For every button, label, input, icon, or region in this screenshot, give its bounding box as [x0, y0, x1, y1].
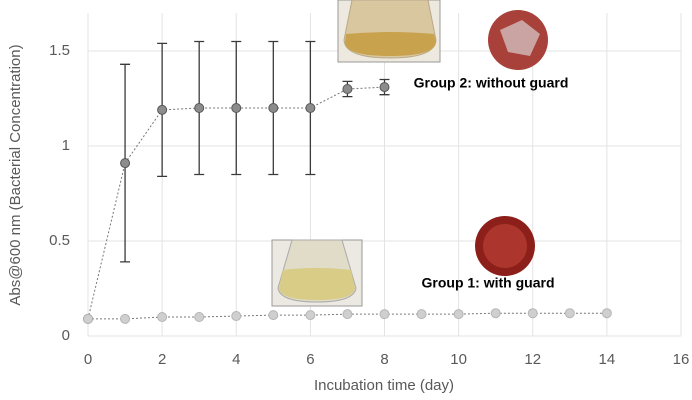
data-point	[157, 104, 168, 115]
y-tick-label: 1	[62, 137, 70, 154]
data-point	[268, 103, 279, 113]
photos	[271, 0, 548, 307]
series-line	[88, 312, 607, 320]
data-point	[379, 82, 390, 93]
data-point	[268, 310, 279, 321]
data-point	[120, 158, 131, 169]
x-tick-label: 10	[450, 351, 467, 368]
y-axis-title: Abs@600 nm (Bacterial Concentration)	[7, 44, 24, 305]
data-point	[305, 310, 316, 321]
data-point	[231, 103, 242, 113]
flask-liquid	[345, 32, 436, 56]
petri-agar	[483, 224, 527, 268]
x-tick-label: 14	[599, 351, 616, 368]
x-tick-label: 2	[158, 351, 166, 368]
data-point	[342, 84, 353, 94]
x-tick-label: 6	[306, 351, 314, 368]
annotation: Group 2: without guard	[414, 75, 569, 91]
annotation: Group 1: with guard	[422, 275, 555, 291]
data-point	[194, 312, 205, 322]
data-point	[83, 313, 93, 324]
x-axis-title: Incubation time (day)	[314, 377, 454, 394]
colony	[500, 20, 540, 56]
data-point	[194, 103, 205, 113]
x-tick-label: 0	[84, 351, 92, 368]
data-point	[527, 308, 538, 319]
data-point	[379, 309, 390, 320]
data-point	[564, 308, 575, 319]
x-tick-label: 8	[380, 351, 388, 368]
data-point	[231, 311, 242, 322]
flask-liquid	[279, 268, 355, 300]
data-point	[416, 309, 427, 320]
data-point	[342, 309, 353, 320]
y-tick-label: 0	[62, 327, 70, 344]
data-point	[120, 313, 131, 324]
data-point	[490, 308, 501, 319]
data-point	[157, 312, 168, 322]
y-tick-label: 1.5	[49, 42, 70, 59]
data-point	[453, 309, 464, 320]
data-point	[305, 103, 316, 113]
y-tick-label: 0.5	[49, 232, 70, 249]
series-line	[87, 86, 385, 320]
data-point	[601, 308, 612, 319]
x-tick-label: 16	[673, 351, 690, 368]
x-tick-label: 12	[524, 351, 541, 368]
x-tick-label: 4	[232, 351, 240, 368]
